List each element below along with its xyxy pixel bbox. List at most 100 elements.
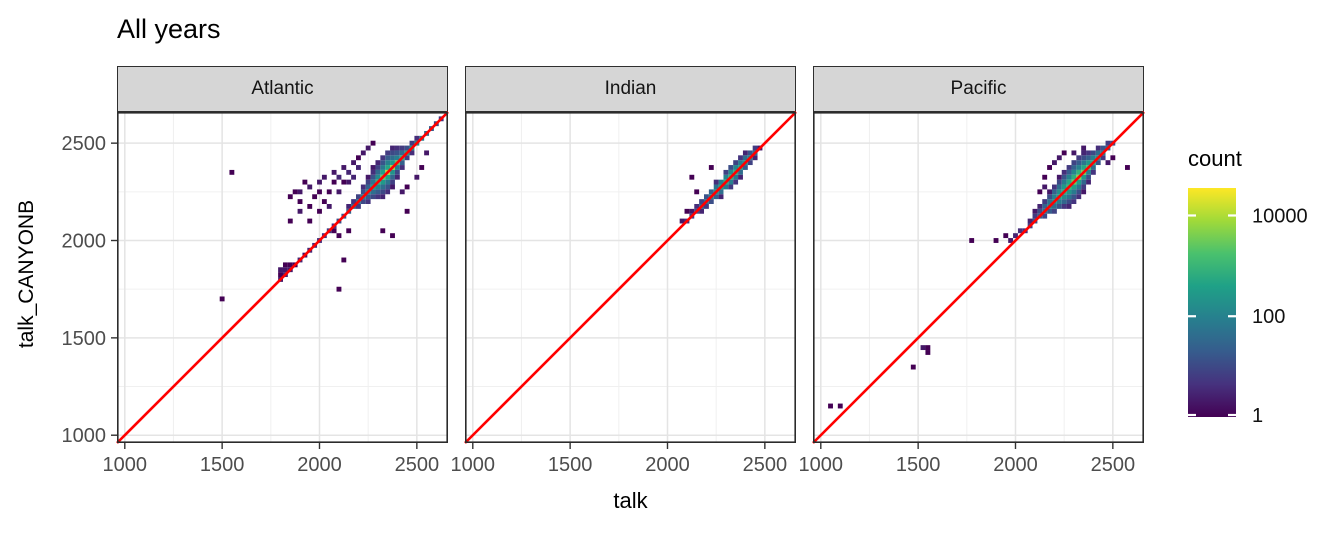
bin-rect xyxy=(1086,179,1091,185)
bin-rect xyxy=(365,179,371,185)
bin-rect xyxy=(1095,160,1101,166)
bin-rect xyxy=(1042,184,1048,190)
bin-rect xyxy=(1086,155,1091,161)
bin-rect xyxy=(1095,150,1101,156)
bin-rect xyxy=(718,194,724,200)
bin-rect xyxy=(341,257,347,263)
bin-rect xyxy=(341,179,347,185)
bin-rect xyxy=(837,403,843,409)
bin-rect xyxy=(1076,169,1082,175)
bin-rect xyxy=(419,165,425,170)
bin-rect xyxy=(1081,179,1087,185)
bin-rect xyxy=(1042,213,1048,219)
x-axis-title: talk xyxy=(613,488,648,513)
bin-rect xyxy=(370,189,376,195)
bin-rect xyxy=(409,150,415,156)
x-tick-label: 1000 xyxy=(799,454,844,476)
bin-rect xyxy=(925,345,931,351)
x-tick-label: 2500 xyxy=(743,454,788,476)
legend-gradient-bar xyxy=(1188,188,1236,417)
bin-rect xyxy=(287,262,293,268)
bin-rect xyxy=(1071,189,1077,195)
bin-rect xyxy=(390,160,395,166)
bin-rect xyxy=(1061,169,1067,175)
bin-rect xyxy=(718,179,724,185)
bin-rect xyxy=(1047,189,1053,195)
bin-rect xyxy=(684,208,690,214)
bin-rect xyxy=(747,160,753,166)
bin-rect xyxy=(317,179,322,185)
bin-rect xyxy=(728,184,734,190)
bin-rect xyxy=(370,169,376,175)
bin-rect xyxy=(1081,150,1087,156)
bin-rect xyxy=(399,150,405,156)
bin-rect xyxy=(828,403,833,409)
bin-rect xyxy=(1076,165,1082,170)
y-axis-title: talk_CANYONB xyxy=(15,199,38,349)
bin-rect xyxy=(321,199,327,204)
bin-rect xyxy=(292,189,298,195)
bin-rect xyxy=(699,208,705,214)
bin-rect xyxy=(394,174,400,180)
bin-rect xyxy=(1056,155,1062,161)
bin-rect xyxy=(738,169,743,175)
facet-strip-atlantic: Atlantic xyxy=(117,66,448,112)
x-tick-label: 2500 xyxy=(395,454,440,476)
bin-rect xyxy=(1032,208,1038,214)
bin-rect xyxy=(1066,189,1072,195)
bin-rect xyxy=(399,165,405,170)
bin-rect xyxy=(414,174,420,180)
bin-rect xyxy=(1076,184,1082,190)
bin-rect xyxy=(1056,203,1062,209)
bin-rect xyxy=(1081,145,1087,151)
y-tick-label: 1500 xyxy=(62,328,107,350)
bin-rect xyxy=(321,174,327,180)
bin-rect xyxy=(694,189,700,195)
bin-rect xyxy=(356,155,361,161)
bin-rect xyxy=(713,179,719,185)
bin-rect xyxy=(1090,169,1096,175)
bin-rect xyxy=(920,345,926,351)
bin-rect xyxy=(1071,174,1077,180)
bin-rect xyxy=(1076,189,1082,195)
bin-rect xyxy=(380,189,386,195)
bin-rect xyxy=(297,208,303,214)
bin-rect xyxy=(375,174,381,180)
facet-panel-pacific: 1000 1500 2000 2500 xyxy=(799,111,1145,476)
bin-rect xyxy=(1090,155,1096,161)
bin-rect xyxy=(1066,194,1072,200)
bin-rect xyxy=(1071,165,1077,170)
bin-rect xyxy=(1047,165,1053,170)
bin-rect xyxy=(1071,194,1077,200)
bin-rect xyxy=(1052,189,1057,195)
bin-rect xyxy=(394,145,400,151)
bin-rect xyxy=(360,199,366,204)
bin-rect xyxy=(365,174,371,180)
bin-rect xyxy=(380,169,386,175)
bin-rect xyxy=(910,364,916,370)
bin-rect xyxy=(331,179,337,185)
x-tick-label: 1500 xyxy=(200,454,245,476)
x-tick-label: 2500 xyxy=(1091,454,1136,476)
bin-rect xyxy=(1056,184,1062,190)
bin-rect xyxy=(365,145,371,151)
bin-rect xyxy=(375,165,381,170)
facet-strip-pacific: Pacific xyxy=(813,66,1144,112)
bin-rect xyxy=(394,165,400,170)
bin-rect xyxy=(424,150,430,156)
bin-rect xyxy=(1061,150,1067,156)
bin-rect xyxy=(1066,165,1072,170)
bin-rect xyxy=(346,179,352,185)
bin-rect xyxy=(394,155,400,161)
bin-rect xyxy=(738,155,743,161)
bin-rect xyxy=(385,155,391,161)
bin-rect xyxy=(360,150,366,156)
bin-rect xyxy=(375,189,381,195)
bin-rect xyxy=(336,174,342,180)
bin-rect xyxy=(1056,199,1062,204)
bin-rect xyxy=(728,165,734,170)
bin-rect xyxy=(1027,218,1033,224)
bin-rect xyxy=(1042,199,1048,204)
bin-rect xyxy=(689,208,695,214)
